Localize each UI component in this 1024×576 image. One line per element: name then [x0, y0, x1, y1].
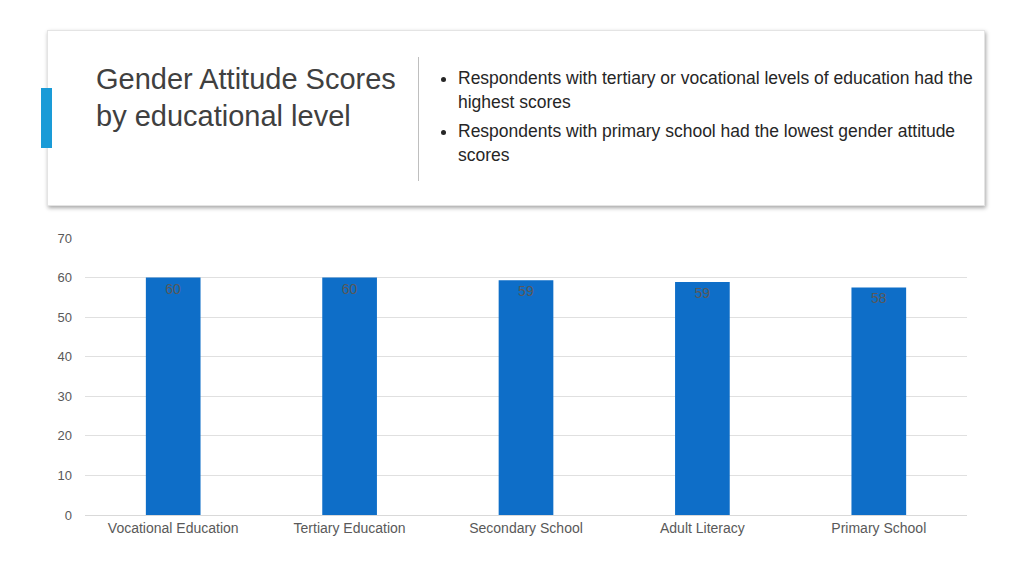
svg-text:Adult Literacy: Adult Literacy: [660, 520, 745, 536]
svg-text:40: 40: [58, 349, 72, 364]
svg-text:30: 30: [58, 389, 72, 404]
html-text:Respondents with tertiary or v: Respondents with tertiary or vocational …: [458, 68, 973, 112]
svg-text:60: 60: [342, 281, 358, 297]
svg-text:70: 70: [58, 231, 72, 246]
svg-text:59: 59: [518, 283, 534, 299]
html-text:Gender Attitude Scores by educ: Gender Attitude Scores by educational le…: [96, 63, 396, 132]
svg-text:50: 50: [58, 310, 72, 325]
svg-text:10: 10: [58, 468, 72, 483]
svg-text:Vocational Education: Vocational Education: [108, 520, 239, 536]
svg-text:0: 0: [65, 508, 72, 523]
svg-text:Tertiary Education: Tertiary Education: [294, 520, 406, 536]
html-text:Respondents with primary schoo: Respondents with primary school had the …: [458, 121, 956, 165]
svg-text:60: 60: [165, 281, 181, 297]
svg-text:Primary School: Primary School: [831, 520, 926, 536]
svg-text:60: 60: [58, 270, 72, 285]
svg-text:58: 58: [871, 290, 887, 306]
svg-text:20: 20: [58, 428, 72, 443]
svg-text:Secondary School: Secondary School: [469, 520, 583, 536]
svg-text:59: 59: [695, 285, 711, 301]
